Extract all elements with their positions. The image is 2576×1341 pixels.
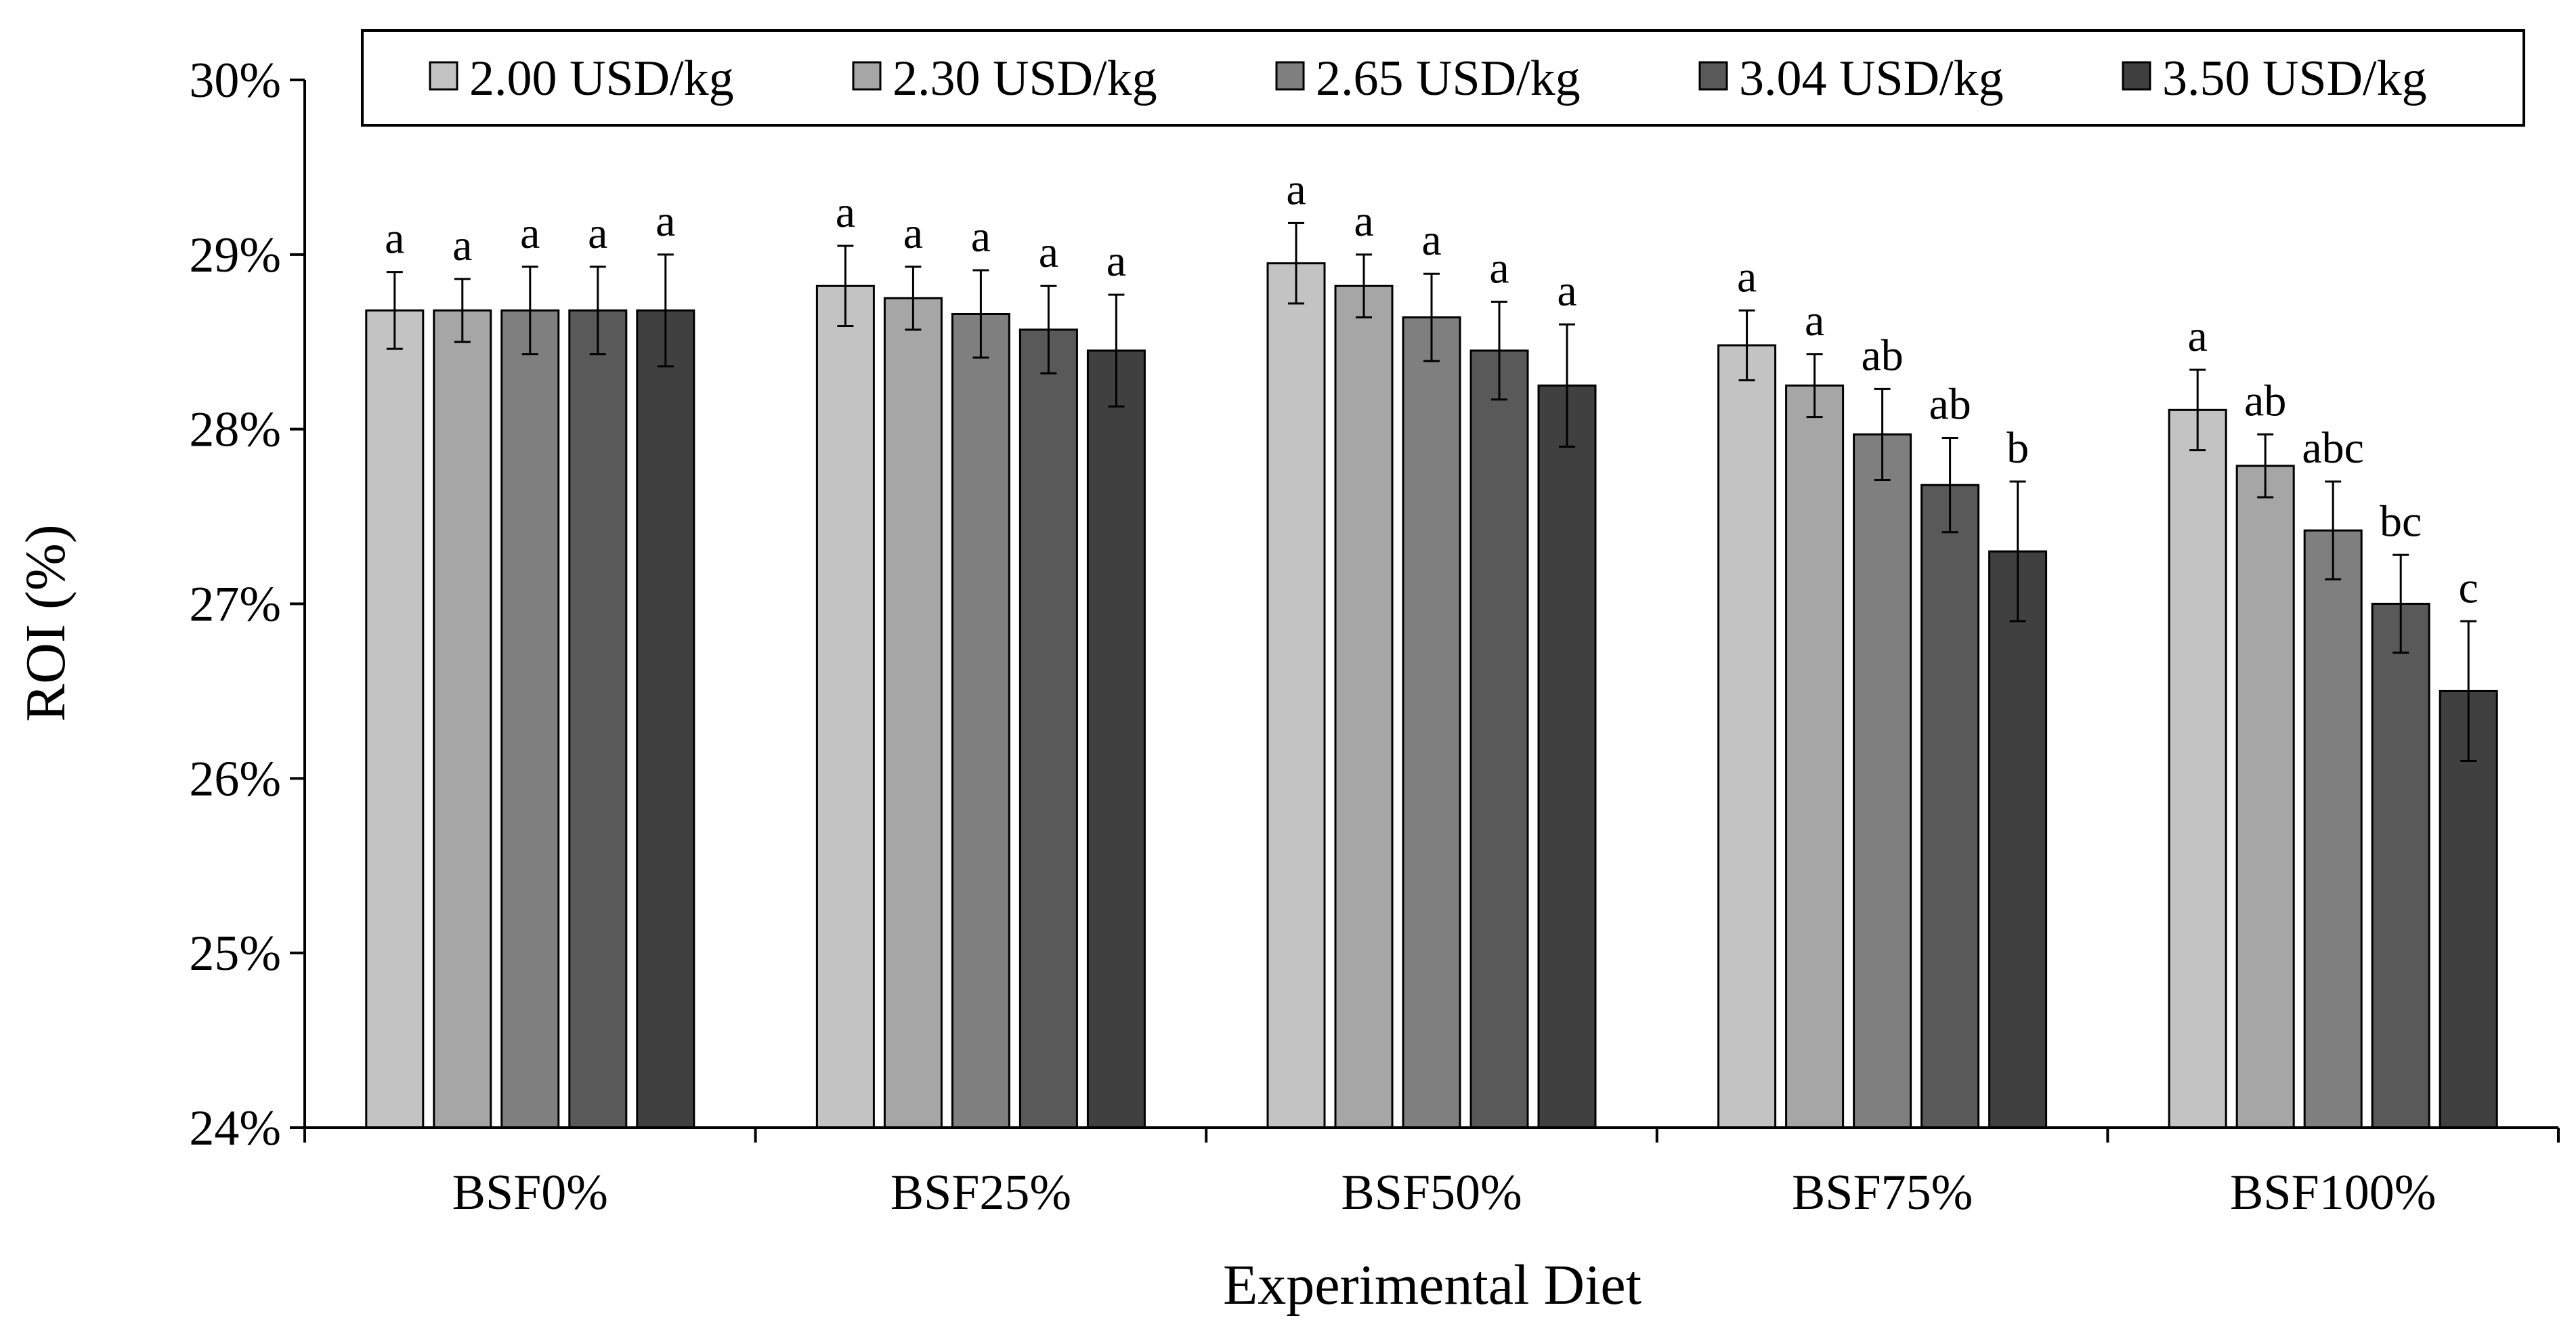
legend-label: 2.30 USD/kg	[893, 51, 1157, 106]
bar	[1717, 344, 1777, 1129]
significance-label: abc	[2302, 423, 2364, 473]
x-tick-label: BSF50%	[1341, 1165, 1522, 1220]
y-tick-label: 26%	[189, 751, 281, 807]
bar	[1920, 484, 1980, 1129]
x-tick-label: BSF0%	[452, 1165, 608, 1220]
axes	[290, 79, 2560, 1143]
y-tick-label: 24%	[189, 1101, 281, 1156]
bar	[2303, 529, 2363, 1129]
significance-label: a	[452, 221, 472, 270]
x-tick-label: BSF25%	[890, 1165, 1071, 1220]
significance-label: a	[1107, 236, 1126, 286]
bar	[1853, 433, 1912, 1129]
significance-label: bc	[2380, 496, 2422, 546]
significance-label: a	[1737, 252, 1757, 301]
y-tick-label: 25%	[189, 926, 281, 981]
bar	[1537, 384, 1597, 1129]
legend-swatch	[1698, 61, 1728, 91]
legend-swatch	[2122, 61, 2151, 91]
y-axis-title: ROI (%)	[14, 524, 77, 722]
legend-swatch	[429, 61, 458, 91]
significance-label: c	[2459, 563, 2478, 612]
significance-label: a	[1421, 215, 1441, 265]
legend-box	[361, 29, 2525, 127]
bar	[1785, 384, 1845, 1129]
significance-label: a	[588, 209, 607, 258]
legend: 2.00 USD/kg 2.30 USD/kg 2.65 USD/kg 3.04 US…	[361, 29, 2525, 127]
y-tick-label: 29%	[189, 228, 281, 283]
y-tick-label: 30%	[189, 53, 281, 108]
significance-label: a	[836, 188, 855, 237]
bar	[1266, 262, 1326, 1129]
y-tick-label: 28%	[189, 402, 281, 458]
bar	[883, 297, 943, 1129]
significance-label: b	[2006, 423, 2029, 473]
bar	[568, 309, 628, 1129]
significance-label: a	[903, 209, 923, 258]
bar	[815, 284, 875, 1129]
bar	[1469, 349, 1529, 1129]
significance-label: ab	[1861, 331, 1903, 380]
legend-label: 3.04 USD/kg	[1739, 51, 2004, 106]
x-tick-labels: BSF0% BSF25% BSF50% BSF75% BSF100%	[452, 1165, 2437, 1220]
significance-label: a	[1489, 243, 1509, 293]
bar	[2371, 603, 2430, 1129]
bar	[1086, 349, 1146, 1129]
bar	[636, 309, 695, 1129]
significance-label: ab	[2244, 376, 2286, 425]
x-tick-label: BSF100%	[2230, 1165, 2436, 1220]
significance-label: a	[385, 214, 404, 263]
significance-label: a	[2188, 312, 2208, 361]
y-tick-label: 27%	[189, 577, 281, 633]
significance-label: ab	[1929, 380, 1971, 429]
significance-label: a	[1286, 165, 1306, 214]
legend-label: 3.50 USD/kg	[2162, 51, 2427, 106]
bar	[2439, 689, 2498, 1129]
significance-label: a	[1039, 228, 1058, 277]
bar	[1018, 328, 1078, 1129]
legend-label: 2.65 USD/kg	[1316, 51, 1581, 106]
significance-label: a	[656, 196, 675, 246]
significance-label: a	[971, 212, 991, 261]
legend-swatch	[852, 61, 882, 91]
significance-label: a	[1354, 196, 1373, 246]
bar	[951, 312, 1010, 1129]
x-tick-label: BSF75%	[1792, 1165, 1973, 1220]
legend-label: 2.00 USD/kg	[469, 51, 734, 106]
bar	[1988, 550, 2048, 1129]
bar	[500, 309, 560, 1129]
bar	[1334, 284, 1394, 1129]
bar	[433, 309, 492, 1129]
y-tick-labels: 24% 25% 26% 27% 28% 29% 30%	[189, 53, 281, 1156]
significance-label: a	[1805, 296, 1824, 345]
legend-swatch	[1275, 61, 1305, 91]
bar	[1402, 316, 1461, 1129]
significance-label: a	[1557, 266, 1576, 316]
bar	[2235, 465, 2295, 1129]
x-axis-title: Experimental Diet	[1223, 1254, 1641, 1317]
significance-label: a	[520, 209, 540, 258]
bar	[2168, 408, 2227, 1129]
bar	[365, 309, 425, 1129]
